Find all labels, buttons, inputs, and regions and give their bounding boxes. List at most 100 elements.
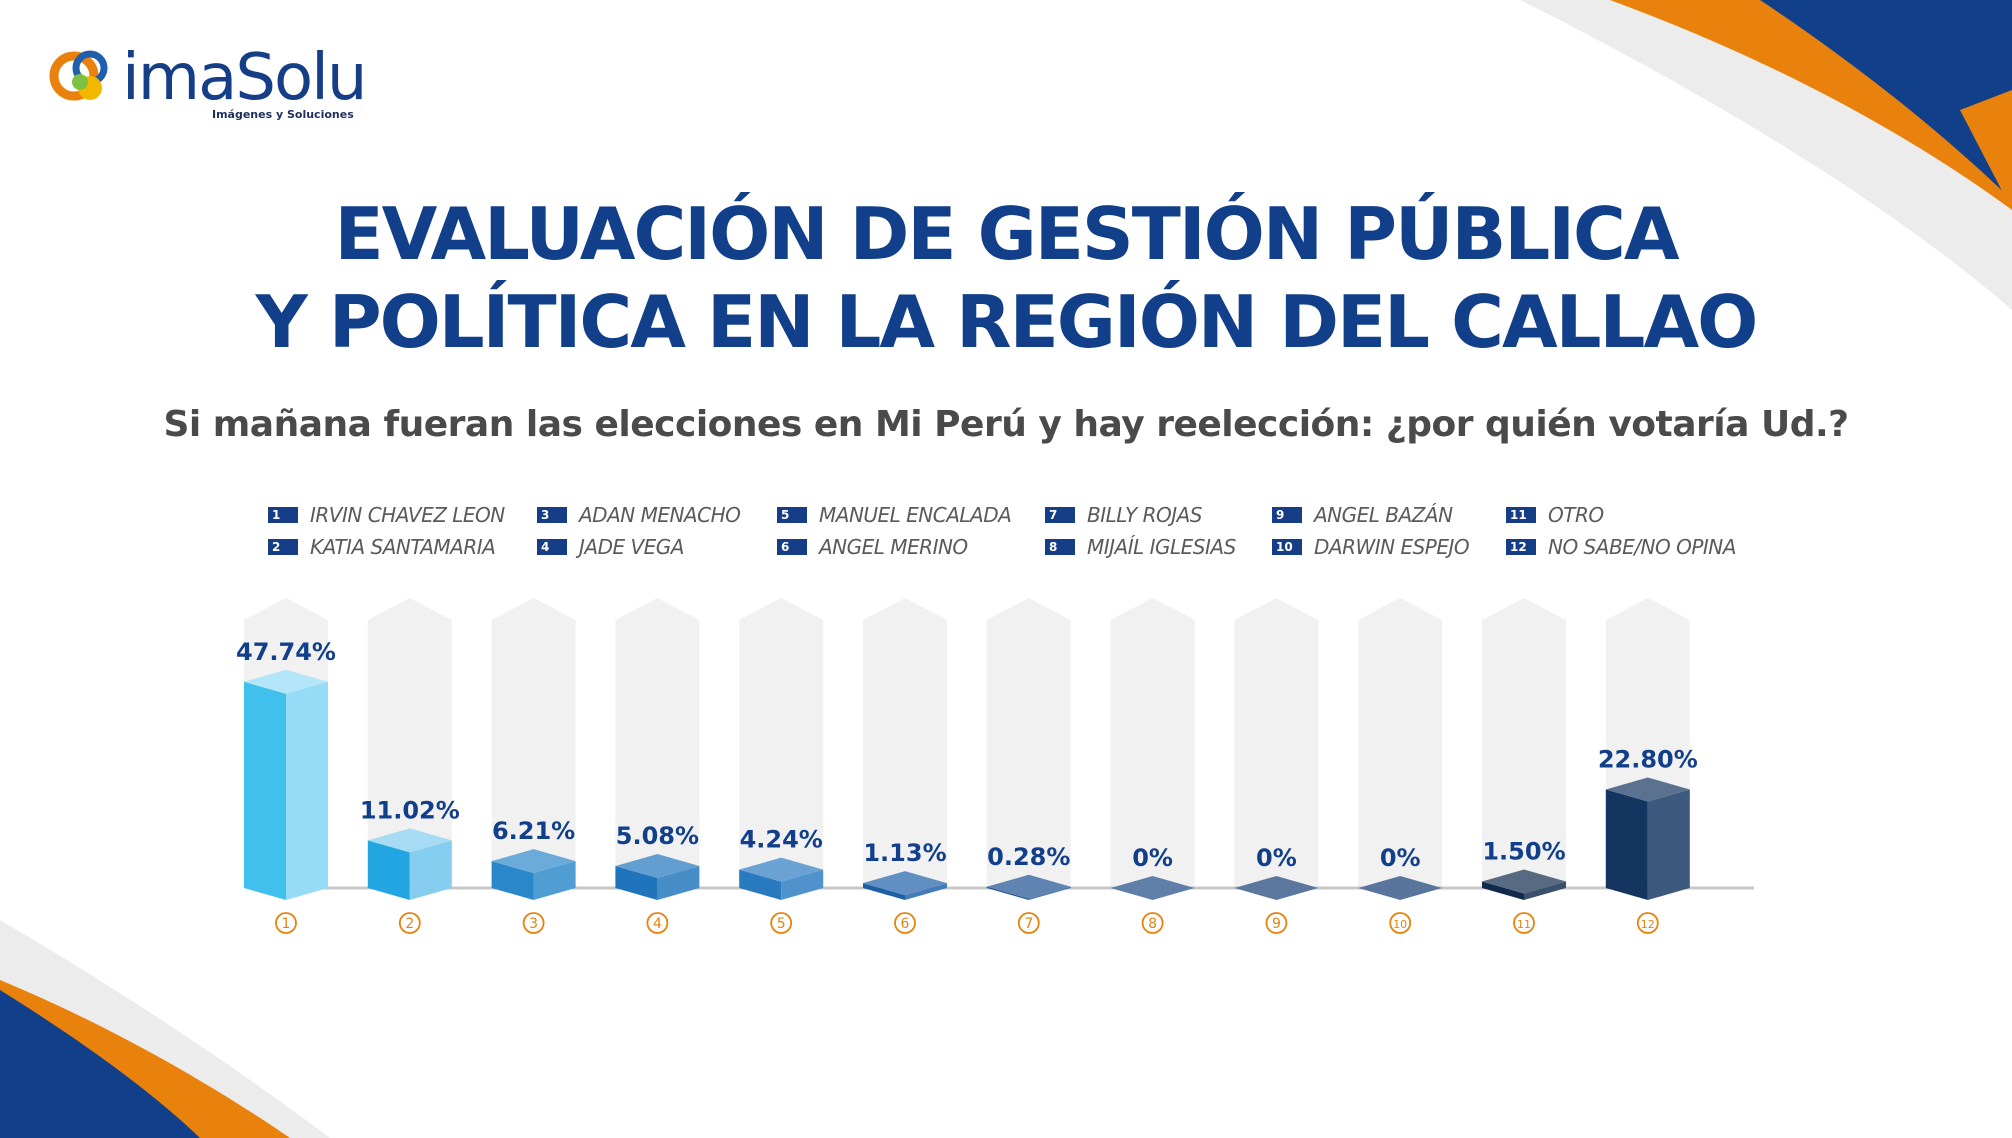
legend-item: 3 ADAN MENACHO <box>537 501 741 529</box>
category-number-label: 5 <box>777 916 786 932</box>
bar-top-face <box>244 669 328 694</box>
category-number-circle <box>398 912 421 934</box>
legend-item: 2 KATIA SANTAMARIA <box>268 533 496 561</box>
legend-label: MIJAÍL IGLESIAS <box>1087 535 1236 559</box>
legend-number: 3 <box>537 507 567 523</box>
bar-top-face <box>367 828 452 853</box>
bar-value-label: 0% <box>1380 844 1421 872</box>
bar-right-face <box>905 883 947 900</box>
legend-item: 4 JADE VEGA <box>537 533 684 561</box>
legend-label: OTRO <box>1548 503 1604 527</box>
legend-item: 9 ANGEL BAZÁN <box>1272 501 1453 529</box>
chart-question: Si mañana fueran las elecciones en Mi Pe… <box>163 404 1849 445</box>
category-number-label: 11 <box>1517 918 1531 931</box>
legend-label: MANUEL ENCALADA <box>819 503 1012 527</box>
bar-background-pillar <box>863 598 947 888</box>
category-number-circle <box>1017 912 1040 934</box>
title-line-2: Y POLÍTICA EN LA REGIÓN DEL CALLAO <box>255 280 1759 364</box>
legend-number: 2 <box>268 539 298 555</box>
bar-top-face <box>986 874 1071 899</box>
bar-background-pillar <box>1234 598 1319 888</box>
bar-background-pillar <box>1358 598 1443 888</box>
category-number-label: 3 <box>529 916 538 932</box>
bar-background-pillar <box>491 598 576 888</box>
bar-top-face <box>1110 876 1195 900</box>
bar-right-face <box>781 869 824 900</box>
legend-label: KATIA SANTAMARIA <box>310 535 496 559</box>
bar-background-pillar <box>1482 598 1566 888</box>
legend-number: 1 <box>268 507 298 523</box>
bar-left-face <box>244 681 286 900</box>
bar-top-face <box>1358 876 1443 900</box>
legend-item: 12 NO SABE/NO OPINA <box>1506 533 1736 561</box>
category-number-label: 4 <box>653 916 662 932</box>
title-line-1: EVALUACIÓN DE GESTIÓN PÚBLICA <box>334 192 1679 276</box>
logo-mark-icon <box>49 50 108 101</box>
legend-item: 5 MANUEL ENCALADA <box>777 501 1012 529</box>
legend-label: BILLY ROJAS <box>1087 503 1202 527</box>
legend-label: ANGEL MERINO <box>819 535 968 559</box>
legend-number: 6 <box>777 539 807 555</box>
legend-item: 6 ANGEL MERINO <box>777 533 968 561</box>
bar-background-pillar <box>615 598 700 888</box>
brand-logo: imaSolu Imágenes y Soluciones <box>44 38 367 128</box>
bar-left-face <box>863 883 905 900</box>
bar-value-label: 6.21% <box>492 817 575 845</box>
bar-right-face <box>286 681 328 900</box>
bar-top-face <box>739 857 824 882</box>
category-number-label: 2 <box>405 916 414 932</box>
bar-value-label: 0.28% <box>987 843 1070 871</box>
bar-value-label: 4.24% <box>740 826 823 854</box>
category-number-label: 12 <box>1641 918 1655 931</box>
category-number-circle <box>522 912 545 934</box>
bar-left-face <box>367 840 410 900</box>
bar-value-label: 1.13% <box>863 839 946 867</box>
brand-name: imaSolu <box>122 41 367 115</box>
bar-value-label: 11.02% <box>360 796 460 824</box>
legend-label: ADAN MENACHO <box>579 503 741 527</box>
legend-label: IRVIN CHAVEZ LEON <box>310 503 505 527</box>
category-number-circle <box>646 912 669 934</box>
legend-number: 10 <box>1272 539 1302 555</box>
category-number-circle <box>894 912 916 934</box>
bar-value-label: 5.08% <box>616 822 699 850</box>
page-title: EVALUACIÓN DE GESTIÓN PÚBLICA Y POLÍTICA… <box>0 190 2012 366</box>
bar-top-face <box>1482 869 1566 894</box>
bar-top-face <box>863 871 947 896</box>
category-number-label: 1 <box>282 916 291 932</box>
legend-item: 11 OTRO <box>1506 501 1604 529</box>
bar-left-face <box>1605 789 1648 900</box>
bar-right-face <box>657 866 700 900</box>
category-number-label: 6 <box>901 916 910 932</box>
bar-right-face <box>533 861 576 900</box>
bar-top-face <box>1605 777 1690 802</box>
category-number-label: 10 <box>1393 918 1407 931</box>
legend-label: NO SABE/NO OPINA <box>1548 535 1736 559</box>
category-number-circle <box>1389 912 1412 934</box>
category-number-label: 9 <box>1272 916 1281 932</box>
legend-number: 9 <box>1272 507 1302 523</box>
bar-value-label: 1.50% <box>1482 838 1565 866</box>
bar-right-face <box>1028 886 1071 900</box>
bar-value-label: 22.80% <box>1598 746 1698 774</box>
bar-background-pillar <box>1110 598 1195 888</box>
category-number-label: 8 <box>1148 916 1157 932</box>
legend-label: JADE VEGA <box>579 535 684 559</box>
bar-left-face <box>491 861 534 900</box>
bar-left-face <box>1482 881 1524 900</box>
category-number-circle <box>275 912 297 934</box>
bar-background-pillar <box>367 598 452 888</box>
legend-label: ANGEL BAZÁN <box>1314 503 1453 527</box>
bar-right-face <box>1647 789 1690 900</box>
category-number-circle <box>1636 912 1659 934</box>
legend-item: 7 BILLY ROJAS <box>1045 501 1202 529</box>
legend-number: 11 <box>1506 507 1536 523</box>
bar-background-pillar <box>986 598 1071 888</box>
category-number-circle <box>1265 912 1288 934</box>
bar-value-label: 0% <box>1256 844 1297 872</box>
brand-tagline: Imágenes y Soluciones <box>212 108 354 121</box>
bar-value-label: 47.74% <box>236 638 336 666</box>
category-number-circle <box>1513 912 1535 934</box>
